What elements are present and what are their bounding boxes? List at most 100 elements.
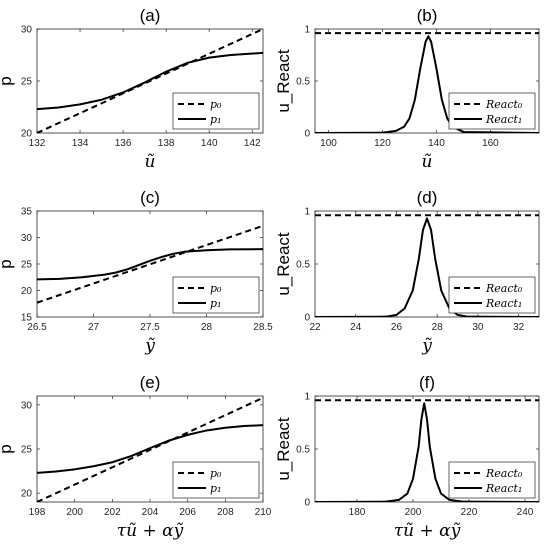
y-tick-label: 0 [304, 498, 310, 509]
y-axis-label-c: p [0, 259, 15, 268]
x-tick-label: 27 [88, 322, 100, 333]
x-tick-label: 22 [309, 322, 321, 333]
x-tick-label: 28.5 [253, 322, 273, 333]
legend-entry-label: p₁ [210, 113, 221, 126]
x-tick-label: 240 [517, 507, 534, 518]
y-tick-label: 30 [21, 233, 33, 244]
series-line-c-2 [37, 248, 263, 281]
legend-box [172, 276, 260, 314]
y-tick-label: 20 [21, 129, 33, 140]
x-tick-label: 120 [374, 138, 391, 149]
y-tick-label: 0.5 [296, 77, 310, 88]
chart-panel-c: (c) p ỹ 26.5 27 27.5 28 28.5 15 20 25 30 35 p₀ p₁ [0, 188, 273, 356]
x-tick-label: 100 [320, 138, 337, 149]
y-tick-label: 20 [21, 286, 33, 297]
legend-box [448, 276, 536, 314]
chart-title-b: (b) [417, 6, 438, 25]
legend-c: p₀ p₁ [172, 276, 260, 314]
legend-d: React₀ React₁ [448, 276, 536, 314]
y-tick-label: 25 [21, 77, 33, 88]
legend-entry-label: React₀ [485, 467, 523, 480]
x-axis-label-e: τũ + αỹ [117, 521, 184, 541]
x-tick-label: 26.5 [27, 322, 47, 333]
y-tick-label: 20 [21, 489, 33, 500]
y-tick-label: 1 [304, 25, 310, 36]
x-tick-label: 160 [482, 138, 499, 149]
x-tick-label: 132 [29, 138, 46, 149]
legend-f: React₀ React₁ [448, 461, 536, 499]
y-axis-label-b: u_React [274, 49, 293, 113]
legend-b: React₀ React₁ [448, 92, 536, 130]
x-tick-label: 24 [350, 322, 362, 333]
chart-title-f: (f) [419, 373, 435, 392]
y-tick-label: 0.5 [296, 445, 310, 456]
chart-title-d: (d) [417, 188, 438, 207]
x-axis-label-d: ỹ [421, 336, 432, 356]
legend-entry-label: React₁ [485, 297, 522, 310]
y-tick-label: 1 [304, 392, 310, 403]
legend-a: p₀ p₁ [172, 92, 260, 130]
x-tick-label: 200 [405, 507, 422, 518]
legend-entry-label: p₁ [210, 482, 221, 495]
chart-title-e: (e) [140, 373, 161, 392]
legend-entry-label: p₀ [210, 98, 222, 111]
x-tick-label: 140 [201, 138, 218, 149]
x-tick-label: 208 [217, 507, 234, 518]
legend-entry-label: p₀ [210, 467, 222, 480]
y-tick-label: 30 [21, 25, 33, 36]
y-tick-label: 35 [21, 207, 33, 218]
y-tick-label: 25 [21, 260, 33, 271]
x-tick-label: 138 [158, 138, 175, 149]
x-axis-label-b: ũ [422, 152, 433, 172]
chart-title-a: (a) [140, 6, 161, 25]
x-axis-label-a: ũ [145, 152, 156, 172]
legend-entry-label: React₁ [485, 113, 522, 126]
legend-box [448, 461, 536, 499]
x-tick-label: 140 [428, 138, 445, 149]
x-tick-label: 26 [391, 322, 403, 333]
legend-box [172, 92, 260, 130]
x-tick-label: 27.5 [140, 322, 160, 333]
x-tick-label: 30 [472, 322, 484, 333]
y-axis-label-e: p [0, 444, 15, 453]
legend-box [448, 92, 536, 130]
x-tick-label: 180 [349, 507, 366, 518]
chart-panel-d: (d) u_React ỹ 22 24 26 28 30 32 0 0.5 1 React₀ React₁ [274, 188, 540, 356]
x-tick-label: 202 [104, 507, 121, 518]
x-tick-label: 28 [201, 322, 213, 333]
x-tick-label: 28 [432, 322, 444, 333]
series-line-a-2 [37, 51, 263, 111]
y-tick-label: 25 [21, 445, 33, 456]
legend-entry-label: React₁ [485, 482, 522, 495]
x-tick-label: 142 [244, 138, 261, 149]
chart-panel-e: (e) p τũ + αỹ 198 200 202 204 206 208 210 20 25 30 p₀… [0, 373, 272, 541]
x-tick-label: 136 [115, 138, 132, 149]
x-tick-label: 210 [255, 507, 272, 518]
legend-entry-label: p₁ [210, 297, 221, 310]
x-tick-label: 134 [72, 138, 89, 149]
y-tick-label: 0.5 [296, 260, 310, 271]
y-tick-label: 1 [304, 207, 310, 218]
x-tick-label: 200 [66, 507, 83, 518]
y-axis-label-d: u_React [274, 232, 293, 296]
legend-e: p₀ p₁ [172, 461, 260, 499]
x-axis-label-f: τũ + αỹ [394, 521, 461, 541]
x-tick-label: 206 [179, 507, 196, 518]
series-line-f-2 [315, 402, 539, 502]
series-line-a-1 [37, 29, 263, 133]
legend-entry-label: React₀ [485, 282, 523, 295]
y-tick-label: 30 [21, 400, 33, 411]
y-axis-label-f: u_React [274, 417, 293, 481]
legend-box [172, 461, 260, 499]
y-tick-label: 15 [21, 313, 33, 324]
legend-entry-label: p₀ [210, 282, 222, 295]
y-tick-label: 0 [304, 313, 310, 324]
x-tick-label: 220 [461, 507, 478, 518]
chart-panel-f: (f) u_React τũ + αỹ 180 200 220 240 0 0.5 1 React₀… [274, 373, 540, 541]
chart-title-c: (c) [140, 188, 160, 207]
series-line-e-2 [37, 424, 263, 474]
x-tick-label: 32 [513, 322, 525, 333]
chart-panel-b: (b) u_React ũ 100 120 140 160 0 0.5 1 React₀ React₁ [274, 6, 540, 172]
x-tick-label: 198 [29, 507, 46, 518]
y-tick-label: 0 [304, 129, 310, 140]
